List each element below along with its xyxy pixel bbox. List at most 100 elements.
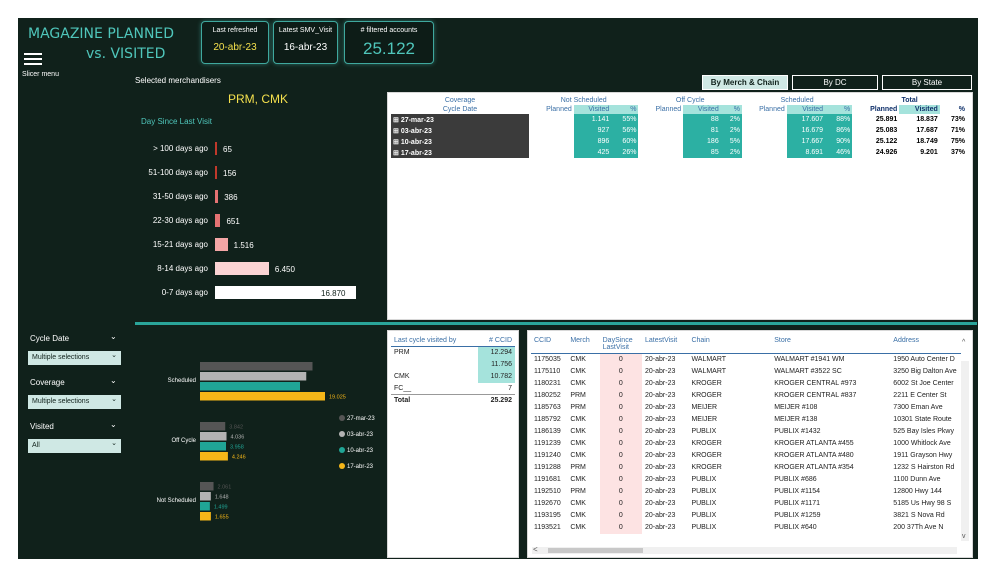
tab-by-state[interactable]: By State (882, 75, 972, 90)
dsl-bar[interactable] (215, 214, 221, 227)
subheader[interactable]: Planned (759, 106, 785, 113)
dsl-bar-value: 386 (224, 193, 238, 202)
last-cycle-header[interactable]: Last cycle visited by (394, 337, 457, 344)
chevron-down-icon[interactable]: ⌄ (110, 420, 117, 429)
subheader[interactable]: % (720, 105, 742, 114)
bar[interactable] (200, 452, 228, 461)
grid-row[interactable]: 1175110 CMK 0 20-abr-23 WALMART WALMART #3522… (531, 365, 961, 378)
filter-dropdown[interactable]: Multiple selections ⌄ (28, 395, 121, 409)
dsl-bar[interactable] (215, 262, 269, 275)
subheader[interactable]: % (958, 106, 965, 113)
cycle-date-cell[interactable]: ⊞ 03-abr-23 (391, 125, 529, 136)
expand-icon[interactable]: ⊞ (393, 149, 401, 157)
grid-row[interactable]: 1191240 CMK 0 20-abr-23 KROGER KROGER ATLANTA… (531, 449, 961, 462)
subheader[interactable]: Visited (899, 105, 940, 114)
subheader[interactable]: Planned (870, 106, 898, 113)
legend-label[interactable]: 03-abr-23 (347, 432, 374, 438)
subheader[interactable]: Visited (683, 105, 721, 114)
chevron-down-icon[interactable]: ⌄ (110, 332, 117, 341)
horizontal-scrollbar[interactable] (532, 547, 957, 554)
bar[interactable] (200, 372, 307, 381)
bar[interactable] (200, 392, 325, 401)
grid-row[interactable]: 1192510 PRM 0 20-abr-23 PUBLIX PUBLIX #1154 12… (531, 485, 961, 498)
tab-by-merch-chain[interactable]: By Merch & Chain (702, 75, 788, 90)
dsl-bar[interactable] (215, 190, 219, 203)
filter-dropdown[interactable]: Multiple selections ⌄ (28, 351, 121, 365)
legend-marker[interactable] (339, 447, 345, 453)
filter-dropdown[interactable]: All ⌄ (28, 439, 121, 453)
legend-label[interactable]: 10-abr-23 (347, 448, 374, 454)
bar[interactable] (200, 492, 211, 501)
scroll-down-icon[interactable]: v (962, 533, 966, 540)
last-cycle-row[interactable]: FC__ 7 (391, 383, 515, 395)
legend-marker[interactable] (339, 415, 345, 421)
chevron-down-icon[interactable]: ⌄ (110, 376, 117, 385)
subheader[interactable]: Planned (546, 106, 572, 113)
scroll-left-icon[interactable]: < (533, 545, 538, 554)
grid-row[interactable]: 1186139 CMK 0 20-abr-23 PUBLIX PUBLIX #1432 52… (531, 425, 961, 438)
grid-row[interactable]: 1175035 CMK 0 20-abr-23 WALMART WALMART #1941… (531, 353, 961, 366)
grid-cell: WALMART #1941 WM (774, 356, 845, 364)
slicer-menu-icon[interactable] (24, 53, 42, 67)
bar[interactable] (200, 432, 227, 441)
bar[interactable] (200, 482, 214, 491)
legend-label[interactable]: 27-mar-23 (347, 416, 375, 422)
dsl-bar[interactable] (215, 238, 228, 251)
legend-marker[interactable] (339, 431, 345, 437)
grid-cell: 525 Bay Isles Pkwy (893, 428, 954, 435)
bar[interactable] (200, 362, 313, 371)
grid-cell: 1191288 (534, 464, 561, 471)
cycle-date-cell[interactable]: ⊞ 27-mar-23 (391, 114, 529, 125)
subheader[interactable]: % (611, 105, 639, 114)
subheader[interactable]: Visited (786, 105, 826, 114)
dsl-row-label: 15-21 days ago (152, 240, 208, 249)
dsl-bar[interactable] (215, 166, 217, 179)
grid-cell: MEIJER (691, 416, 718, 423)
bar[interactable] (200, 382, 300, 391)
expand-icon[interactable]: ⊞ (393, 116, 401, 124)
vertical-scrollbar[interactable] (961, 361, 969, 541)
grid-row[interactable]: 1185792 CMK 0 20-abr-23 MEIJER MEIJER #138 103… (531, 413, 961, 426)
expand-icon[interactable]: ⊞ (393, 127, 401, 135)
grid-header[interactable]: Chain (691, 337, 710, 344)
slicer-menu-label[interactable]: Slicer menu (22, 71, 59, 78)
grid-row[interactable]: 1185763 PRM 0 20-abr-23 MEIJER MEIJER #108 730… (531, 401, 961, 414)
bar[interactable] (200, 512, 211, 521)
subheader[interactable]: Planned (655, 106, 682, 113)
grid-header[interactable]: CCID (534, 337, 552, 344)
ccid-header[interactable]: # CCID (489, 337, 512, 344)
coverage-bar-chart: Scheduled 19.025 Off Cycle 3.842 4.036 3.958 4… (157, 362, 375, 521)
scroll-up-icon[interactable]: ^ (962, 339, 966, 346)
tab-by-dc[interactable]: By DC (792, 75, 878, 90)
grid-row[interactable]: 1180252 PRM 0 20-abr-23 KROGER KROGER CENTRAL… (531, 389, 961, 402)
cycle-date-cell[interactable]: ⊞ 17-abr-23 (391, 147, 529, 158)
last-cycle-row[interactable]: PRM 12.294 (391, 346, 515, 359)
bar[interactable] (200, 502, 210, 511)
dsl-bar[interactable] (215, 142, 217, 155)
grid-row[interactable]: 1191288 PRM 0 20-abr-23 KROGER KROGER ATLANTA… (531, 461, 961, 474)
grid-header[interactable]: Address (893, 337, 919, 344)
grid-header[interactable]: DaySince LastVisit (602, 337, 633, 351)
grid-row[interactable]: 1193521 CMK 0 20-abr-23 PUBLIX PUBLIX #640 200… (531, 521, 961, 534)
grid-row[interactable]: 1193195 CMK 0 20-abr-23 PUBLIX PUBLIX #1259 38… (531, 509, 961, 522)
grid-header[interactable]: LatestVisit (645, 337, 678, 344)
legend-marker[interactable] (339, 463, 345, 469)
grid-row[interactable]: 1180231 CMK 0 20-abr-23 KROGER KROGER CENTRAL… (531, 377, 961, 390)
last-cycle-row[interactable]: 11.756 (391, 358, 515, 371)
dsl-bar[interactable] (215, 286, 356, 299)
cycle-date-cell[interactable]: ⊞ 10-abr-23 (391, 136, 529, 147)
subheader[interactable]: Visited (573, 105, 612, 114)
bar[interactable] (200, 442, 227, 451)
grid-header[interactable]: Merch (570, 337, 590, 344)
grid-header[interactable]: Store (774, 337, 791, 344)
grid-row[interactable]: 1191681 CMK 0 20-abr-23 PUBLIX PUBLIX #686 110… (531, 473, 961, 486)
expand-icon[interactable]: ⊞ (393, 138, 401, 146)
bar[interactable] (200, 422, 226, 431)
grid-cell: 1192510 (534, 488, 561, 495)
grid-row[interactable]: 1191239 CMK 0 20-abr-23 KROGER KROGER ATLANTA… (531, 437, 961, 450)
subheader[interactable]: % (825, 105, 853, 114)
total-label: Total (394, 397, 411, 405)
legend-label[interactable]: 17-abr-23 (347, 464, 374, 470)
last-cycle-row[interactable]: CMK 10.782 (391, 370, 515, 383)
grid-row[interactable]: 1192670 CMK 0 20-abr-23 PUBLIX PUBLIX #1171 51… (531, 497, 961, 510)
